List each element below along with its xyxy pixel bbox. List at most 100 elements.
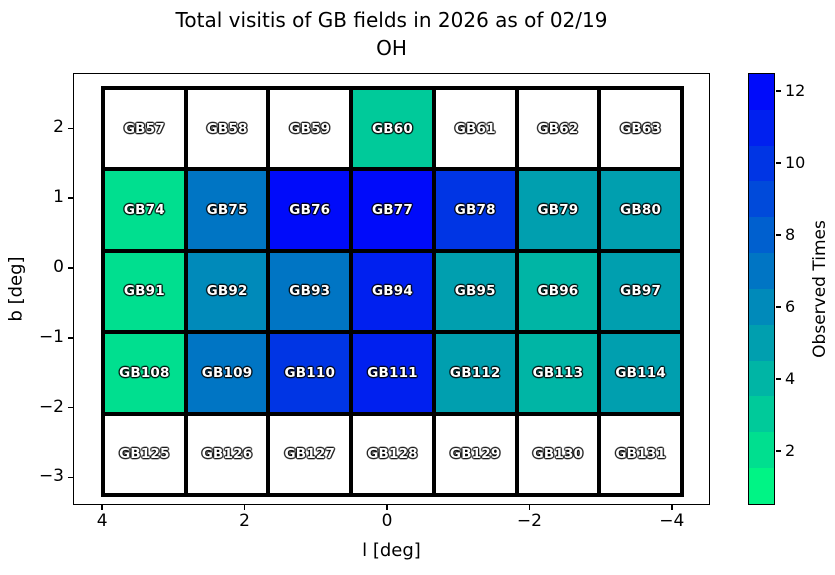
field-cell-gb59: GB59 bbox=[268, 88, 352, 170]
field-label: GB130 bbox=[532, 446, 584, 463]
y-tick-label: 1 bbox=[53, 187, 64, 208]
chart-title-line1: Total visitis of GB fields in 2026 as of… bbox=[175, 8, 608, 32]
field-label: GB63 bbox=[620, 120, 662, 137]
colorbar-segment-12 bbox=[749, 74, 774, 110]
field-label: GB128 bbox=[367, 446, 418, 463]
field-cell-gb108: GB108 bbox=[103, 332, 186, 414]
field-label: GB131 bbox=[615, 446, 666, 463]
field-cell-gb63: GB63 bbox=[599, 88, 682, 170]
field-cell-gb61: GB61 bbox=[433, 88, 517, 170]
field-label: GB58 bbox=[206, 120, 248, 137]
y-tick-mark bbox=[68, 406, 73, 409]
field-label: GB129 bbox=[449, 446, 501, 463]
x-tick-label: −2 bbox=[516, 511, 542, 531]
colorbar-segment-10 bbox=[749, 145, 774, 182]
colorbar-segment-1 bbox=[749, 468, 774, 504]
field-cell-gb74: GB74 bbox=[103, 169, 186, 251]
colorbar-segment-5 bbox=[749, 324, 774, 361]
field-label: GB78 bbox=[454, 202, 496, 219]
field-label: GB93 bbox=[289, 283, 331, 300]
field-label: GB111 bbox=[367, 364, 418, 381]
field-cell-gb112: GB112 bbox=[433, 332, 517, 414]
y-tick-label: 2 bbox=[53, 117, 64, 138]
colorbar-label: Observed Times bbox=[810, 220, 830, 358]
y-tick-mark bbox=[68, 476, 73, 479]
y-tick-mark bbox=[68, 127, 73, 130]
field-cell-gb80: GB80 bbox=[599, 169, 682, 251]
field-label: GB96 bbox=[537, 283, 579, 300]
field-cell-gb111: GB111 bbox=[351, 332, 434, 414]
field-cell-gb130: GB130 bbox=[516, 413, 600, 495]
x-tick-label: 4 bbox=[96, 511, 108, 531]
colorbar-segment-4 bbox=[749, 360, 774, 397]
y-tick-label: −1 bbox=[38, 326, 64, 347]
colorbar-tick-label: 8 bbox=[785, 225, 796, 244]
x-tick-mark bbox=[101, 505, 103, 510]
colorbar-segment-6 bbox=[749, 288, 774, 325]
field-label: GB91 bbox=[123, 283, 165, 300]
field-label: GB126 bbox=[201, 446, 253, 463]
field-label: GB94 bbox=[372, 283, 413, 300]
y-tick-label: 0 bbox=[53, 257, 64, 277]
y-tick-label: −2 bbox=[38, 396, 64, 417]
y-tick-label: −3 bbox=[38, 466, 64, 487]
field-label: GB113 bbox=[532, 364, 584, 381]
colorbar-segment-2 bbox=[749, 432, 774, 469]
field-cell-gb128: GB128 bbox=[351, 413, 434, 495]
field-cell-gb60: GB60 bbox=[351, 88, 434, 170]
field-cell-gb96: GB96 bbox=[516, 250, 600, 333]
x-axis-label: l [deg] bbox=[362, 540, 421, 561]
field-label: GB76 bbox=[289, 202, 331, 219]
field-cell-gb127: GB127 bbox=[268, 413, 352, 495]
y-axis-label: b [deg] bbox=[5, 256, 27, 322]
x-tick-label: 0 bbox=[381, 511, 393, 531]
colorbar-tick-label: 2 bbox=[785, 441, 796, 460]
colorbar-segment-9 bbox=[749, 181, 774, 218]
x-tick-mark bbox=[386, 505, 388, 510]
field-label: GB62 bbox=[537, 120, 579, 137]
colorbar bbox=[748, 73, 775, 505]
field-cell-gb78: GB78 bbox=[433, 169, 517, 251]
x-tick-label: 2 bbox=[239, 511, 250, 531]
colorbar-tick-mark bbox=[776, 234, 781, 236]
colorbar-tick-mark bbox=[776, 162, 781, 164]
colorbar-tick-mark bbox=[776, 90, 781, 92]
field-cell-gb129: GB129 bbox=[433, 413, 517, 495]
x-tick-mark bbox=[671, 505, 673, 510]
y-tick-mark bbox=[68, 337, 73, 339]
field-cell-gb95: GB95 bbox=[433, 250, 517, 333]
field-label: GB95 bbox=[454, 283, 496, 300]
colorbar-segment-3 bbox=[749, 396, 774, 433]
colorbar-tick-mark bbox=[776, 450, 781, 452]
field-cell-gb125: GB125 bbox=[103, 413, 186, 495]
colorbar-tick-label: 12 bbox=[785, 81, 806, 100]
field-cell-gb97: GB97 bbox=[599, 250, 682, 333]
field-cell-gb110: GB110 bbox=[268, 332, 352, 414]
field-label: GB59 bbox=[289, 120, 331, 137]
field-cell-gb92: GB92 bbox=[185, 250, 269, 333]
field-cell-gb76: GB76 bbox=[268, 169, 352, 251]
colorbar-segment-11 bbox=[749, 109, 774, 146]
colorbar-segment-8 bbox=[749, 217, 774, 254]
colorbar-tick-label: 4 bbox=[785, 369, 796, 388]
field-label: GB125 bbox=[119, 446, 170, 463]
field-cell-gb94: GB94 bbox=[351, 250, 434, 333]
field-label: GB97 bbox=[620, 283, 662, 300]
field-cell-gb131: GB131 bbox=[599, 413, 682, 495]
field-cell-gb57: GB57 bbox=[103, 88, 186, 170]
field-label: GB92 bbox=[206, 283, 248, 300]
x-tick-mark bbox=[243, 505, 246, 510]
field-cell-gb93: GB93 bbox=[268, 250, 352, 333]
field-cell-gb114: GB114 bbox=[599, 332, 682, 414]
x-tick-label: −4 bbox=[659, 511, 685, 531]
field-label: GB80 bbox=[620, 202, 662, 219]
x-tick-mark bbox=[528, 505, 531, 510]
field-cell-gb126: GB126 bbox=[185, 413, 269, 495]
field-label: GB61 bbox=[454, 120, 496, 137]
field-cell-gb79: GB79 bbox=[516, 169, 600, 251]
field-cell-gb109: GB109 bbox=[185, 332, 269, 414]
field-label: GB60 bbox=[372, 120, 413, 137]
colorbar-segment-7 bbox=[749, 253, 774, 289]
chart-title-line2: OH bbox=[376, 36, 407, 60]
field-cell-gb75: GB75 bbox=[185, 169, 269, 251]
